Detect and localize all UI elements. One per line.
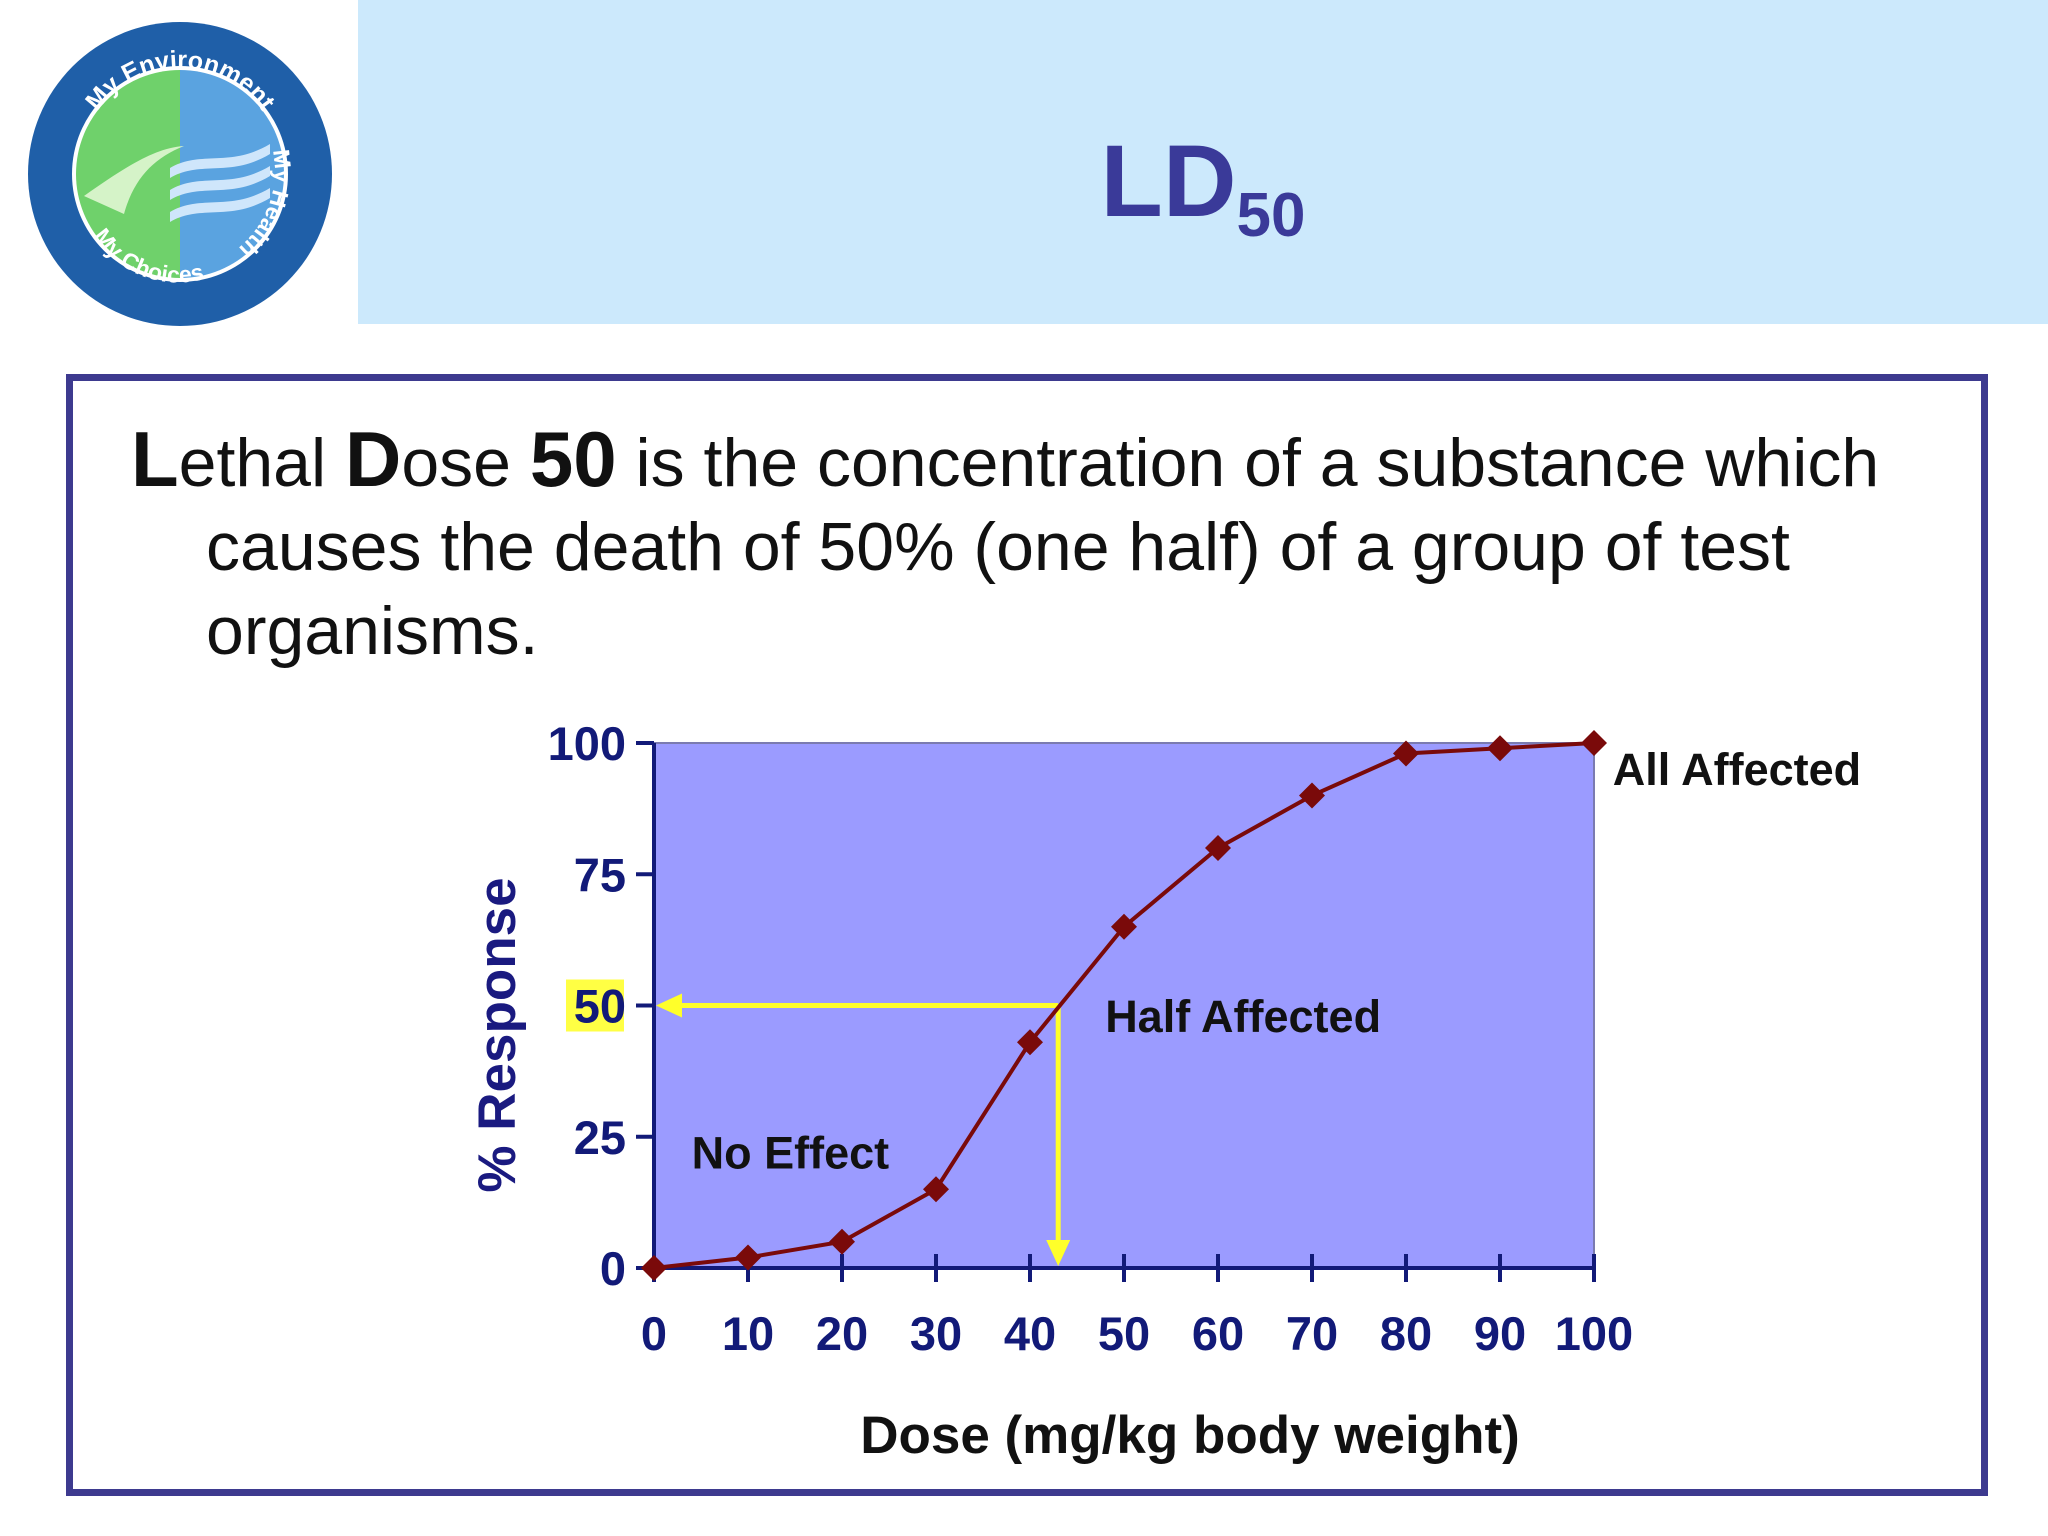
logo: My Environment My Health My Choices xyxy=(28,22,332,326)
definition-l-rest: ethal xyxy=(178,425,346,501)
logo-wave-icon xyxy=(170,144,270,222)
definition-rest: is the concentration of a substance whic… xyxy=(206,425,1880,669)
data-point xyxy=(1299,782,1325,809)
data-point xyxy=(829,1228,855,1255)
logo-leaf-icon xyxy=(84,146,184,214)
y-tick-label: 50 xyxy=(574,980,626,1033)
definition-d-rest: ose xyxy=(401,425,530,501)
y-tick-highlight xyxy=(566,979,624,1032)
data-point xyxy=(1111,913,1137,940)
x-tick-label: 0 xyxy=(641,1307,667,1360)
x-tick-label: 40 xyxy=(1004,1307,1056,1360)
x-tick-label: 60 xyxy=(1192,1307,1244,1360)
x-tick-label: 80 xyxy=(1380,1307,1432,1360)
data-point xyxy=(735,1244,761,1271)
definition-text: Lethal Dose 50 is the concentration of a… xyxy=(131,417,2006,673)
chart-annotation: No Effect xyxy=(692,1127,890,1178)
y-tick-label: 75 xyxy=(574,848,626,901)
chart-annotation: Half Affected xyxy=(1105,991,1381,1042)
y-tick-label: 0 xyxy=(600,1242,626,1295)
data-point xyxy=(1393,740,1419,767)
x-tick-label: 50 xyxy=(1098,1307,1150,1360)
title-main: LD xyxy=(1100,124,1237,238)
data-point xyxy=(1205,835,1231,861)
y-tick-label: 100 xyxy=(548,717,626,770)
definition-number: 50 xyxy=(529,415,617,503)
data-point xyxy=(1581,730,1607,756)
x-tick-label: 90 xyxy=(1474,1307,1526,1360)
x-tick-label: 10 xyxy=(722,1307,774,1360)
title-band: LD50 xyxy=(358,0,2048,324)
x-tick-label: 70 xyxy=(1286,1307,1338,1360)
definition-d-initial: D xyxy=(345,415,402,503)
data-point xyxy=(1017,1029,1043,1056)
data-point xyxy=(641,1255,667,1281)
x-axis-title: Dose (mg/kg body weight) xyxy=(860,1406,1520,1465)
data-point xyxy=(1487,735,1513,762)
slide-title: LD50 xyxy=(358,130,2048,246)
x-tick-label: 30 xyxy=(910,1307,962,1360)
data-point xyxy=(923,1176,949,1203)
x-tick-label: 20 xyxy=(816,1307,868,1360)
definition-l-initial: L xyxy=(131,415,179,503)
y-axis-title: % Response xyxy=(468,877,527,1192)
y-tick-label: 25 xyxy=(574,1111,626,1164)
title-subscript: 50 xyxy=(1236,180,1306,250)
ld50-left-arrowhead xyxy=(656,993,682,1018)
chart-annotation: All Affected xyxy=(1613,744,1861,795)
x-tick-label: 100 xyxy=(1555,1307,1633,1360)
ld50-down-arrowhead xyxy=(1046,1240,1071,1266)
